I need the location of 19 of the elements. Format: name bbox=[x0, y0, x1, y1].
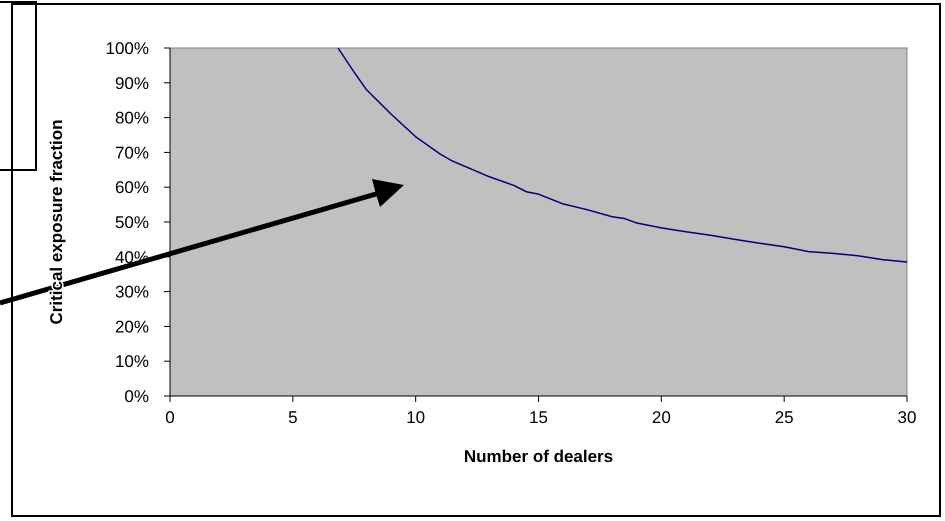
y-tick-label: 50% bbox=[114, 212, 149, 232]
x-tick-label: 15 bbox=[529, 408, 548, 427]
y-tick-label: 90% bbox=[114, 74, 149, 93]
line-series bbox=[337, 47, 908, 263]
x-tick-label: 25 bbox=[774, 408, 794, 427]
y-tick-label: 60% bbox=[114, 178, 149, 198]
x-tick-label: 30 bbox=[898, 408, 916, 427]
x-tick-label: 5 bbox=[288, 408, 298, 427]
x-tick-label: 10 bbox=[406, 408, 426, 427]
y-tick-label: 20% bbox=[114, 317, 149, 336]
y-tick-label: 70% bbox=[114, 143, 149, 162]
y-tick-label: 100% bbox=[106, 38, 149, 58]
y-tick-label: 10% bbox=[114, 352, 149, 372]
y-tick-label: 80% bbox=[114, 108, 149, 128]
y-tick-label: 30% bbox=[114, 282, 149, 302]
y-tick-label: 0% bbox=[124, 386, 149, 406]
x-axis-title: Number of dealers bbox=[464, 447, 614, 466]
x-tick-label: 20 bbox=[652, 408, 671, 427]
x-tick-label: 0 bbox=[165, 408, 175, 427]
